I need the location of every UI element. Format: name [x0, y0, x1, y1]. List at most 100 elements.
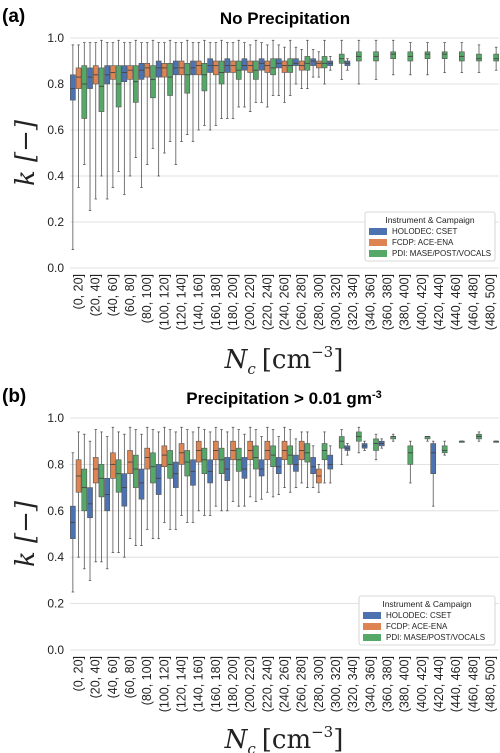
panel-b-box-pdi-20 — [424, 436, 431, 442]
panel-a-box-pdi-24 — [493, 46, 499, 71]
panel-a-x-tick-17: (340, 360] — [363, 274, 377, 330]
panel-a-box-fcdp-13 — [298, 49, 305, 89]
panel-b-title: Precipitation > 0.01 gm-3 — [186, 389, 381, 408]
panel-b-box-fcdp-13 — [298, 431, 305, 484]
panel-b-box-pdi-19 — [407, 440, 414, 484]
panel-b-x-tick-18: (360, 380] — [380, 656, 394, 712]
box-body — [310, 58, 316, 66]
panel-b-box-pdi-0 — [81, 433, 88, 570]
box-body — [230, 60, 236, 73]
box-body — [92, 457, 99, 484]
box-body — [321, 56, 328, 69]
panel-a-box-holodec-13 — [293, 46, 299, 85]
panel-a-legend-swatch-fcdp — [369, 239, 387, 246]
panel-b-y-tick-4: 0.8 — [47, 457, 64, 471]
panel-b-box-holodec-6 — [173, 431, 179, 530]
panel-b-box-fcdp-1 — [92, 429, 99, 563]
box-body — [98, 464, 105, 498]
box-body — [241, 58, 248, 71]
panel-a-x-tick-1: (20, 40] — [89, 274, 103, 316]
panel-b-y-ticks: 0.0 0.2 0.4 0.6 0.8 1.0 — [47, 411, 64, 657]
panel-a-box-fcdp-11 — [264, 44, 271, 108]
box-body — [407, 445, 414, 465]
panel-b-legend-title: Instrument & Campaign — [382, 599, 472, 609]
box-body — [132, 65, 139, 103]
panel-a-x-tick-19: (380, 400] — [398, 274, 412, 330]
panel-a: (a) No Precipitation 0.00.20.40.60.81.0 … — [2, 6, 499, 378]
panel-a-x-ticks: (0, 20] (20, 40] (40, 60] (60, 80] (80, 100]… — [72, 274, 498, 330]
box-body — [87, 487, 93, 519]
box-body — [132, 454, 139, 488]
panel-b-box-fcdp-3 — [127, 426, 133, 540]
panel-a-x-tick-7: (140, 160] — [192, 274, 206, 330]
panel-b-x-tick-5: (100, 120] — [157, 656, 171, 712]
box-body — [81, 468, 88, 512]
panel-b-x-tick-23: (460, 480] — [466, 656, 480, 712]
box-body — [127, 65, 133, 80]
box-body — [184, 450, 191, 477]
box-body — [178, 443, 185, 465]
panel-a-box-holodec-9 — [224, 42, 231, 119]
panel-a-box-holodec-0 — [70, 44, 76, 251]
panel-b-x-ticks: (0, 20] (20, 40] (40, 60] (60, 80] (80, 100]… — [72, 656, 498, 712]
panel-a-y-tick-4: 0.8 — [47, 77, 64, 91]
panel-b-x-tick-15: (300, 320] — [329, 656, 343, 712]
panel-a-box-holodec-4 — [138, 42, 145, 188]
panel-a-box-pdi-2 — [115, 39, 122, 172]
box-body — [155, 464, 162, 495]
panel-b-box-pdi-3 — [132, 429, 139, 546]
box-body — [110, 452, 116, 479]
panel-b-y-tick-1: 0.2 — [47, 597, 64, 611]
panel-a-legend-label-fcdp: FCDP: ACE-ENA — [392, 238, 454, 247]
panel-a-box-pdi-22 — [459, 42, 465, 73]
panel-a-y-ticks: 0.0 0.2 0.4 0.6 0.8 1.0 — [47, 31, 64, 275]
panel-b-box-pdi-17 — [373, 433, 379, 461]
panel-a-label: (a) — [2, 6, 25, 27]
panel-a-box-pdi-21 — [441, 42, 448, 73]
box-body — [155, 60, 162, 78]
panel-a-x-tick-18: (360, 380] — [380, 274, 394, 330]
panel-a-box-pdi-12 — [287, 39, 294, 96]
panel-a-box-fcdp-12 — [281, 46, 288, 103]
panel-b: (b) Precipitation > 0.01 gm-3 0.00.20.40… — [2, 386, 499, 753]
panel-a-box-fcdp-7 — [195, 42, 202, 131]
panel-b-x-tick-19: (380, 400] — [398, 656, 412, 712]
box-body — [493, 53, 499, 62]
box-body — [316, 60, 322, 69]
panel-a-x-tick-22: (440, 460] — [449, 274, 463, 330]
panel-b-box-holodec-13 — [293, 438, 299, 489]
box-body — [195, 440, 202, 463]
box-body — [338, 436, 345, 449]
box-body — [441, 51, 448, 59]
panel-b-label: (b) — [2, 386, 26, 407]
panel-b-legend-label-pdi: PDI: MASE/POST/VOCALS — [386, 633, 485, 642]
box-body — [144, 62, 151, 78]
panel-b-x-tick-20: (400, 420] — [415, 656, 429, 712]
box-body — [195, 60, 202, 76]
box-body — [390, 51, 396, 59]
panel-b-box-holodec-2 — [104, 436, 110, 570]
panel-b-box-pdi-14 — [321, 431, 328, 484]
panel-b-box-fcdp-8 — [213, 426, 219, 507]
panel-a-box-pdi-11 — [270, 39, 276, 96]
panel-a-box-pdi-1 — [98, 39, 105, 177]
box-body — [70, 74, 76, 101]
panel-a-box-holodec-8 — [207, 42, 213, 131]
panel-b-box-holodec-21 — [430, 440, 437, 507]
panel-b-legend-label-fcdp: FCDP: ACE-ENA — [386, 622, 448, 631]
panel-a-box-pdi-7 — [201, 39, 208, 126]
panel-b-x-tick-1: (20, 40] — [89, 656, 103, 698]
panel-a-y-tick-2: 0.4 — [47, 169, 64, 183]
box-body — [121, 65, 128, 82]
panel-a-box-holodec-11 — [258, 42, 265, 103]
box-body — [161, 445, 168, 468]
panel-a-x-tick-11: (220, 240] — [260, 274, 274, 330]
panel-b-box-pdi-15 — [338, 429, 345, 465]
panel-a-box-holodec-3 — [121, 42, 128, 195]
panel-b-box-pdi-7 — [201, 429, 208, 516]
panel-b-box-fcdp-11 — [264, 426, 271, 493]
panel-b-box-holodec-15 — [327, 445, 334, 484]
box-body — [258, 459, 265, 477]
panel-a-box-pdi-20 — [424, 42, 431, 76]
